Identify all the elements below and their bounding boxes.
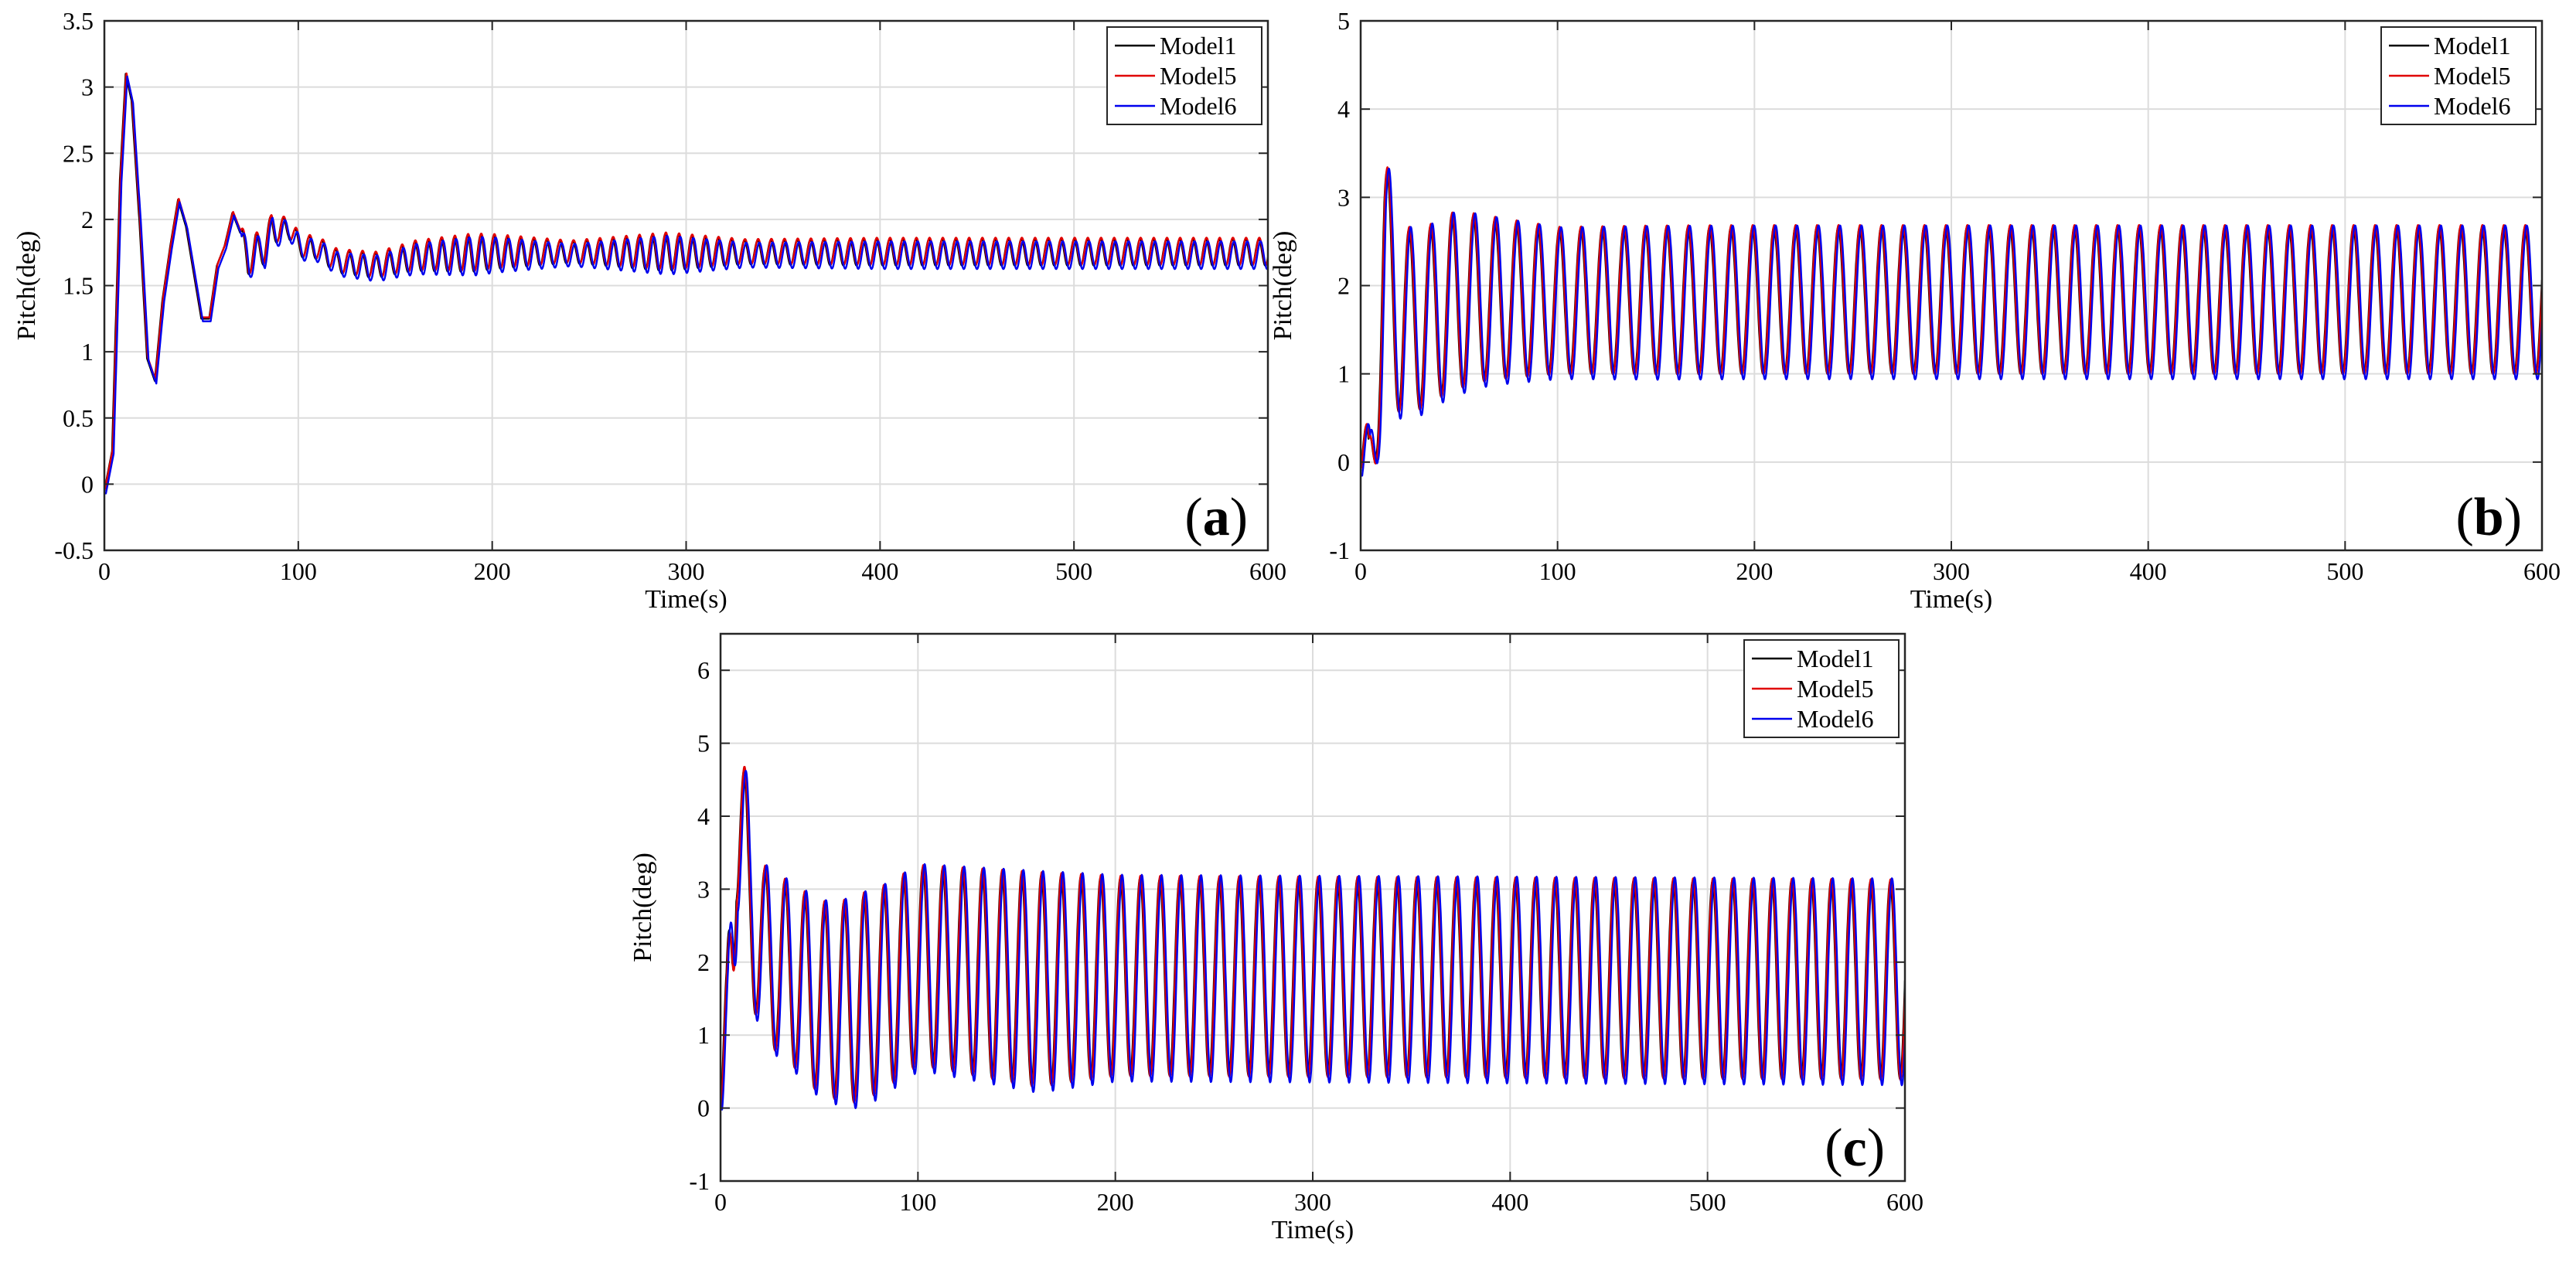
y-tick-label: 4 [697,802,710,830]
series-line-model5 [1361,166,2542,470]
y-tick-label: 3.5 [63,7,94,35]
panel-label-part: a [1203,488,1230,547]
x-tick-label: 100 [1539,557,1576,585]
y-tick-label: -0.5 [54,536,94,564]
legend-label-model6: Model6 [1160,92,1237,120]
legend-label-model1: Model1 [2434,32,2511,60]
y-tick-label: 1 [81,338,94,366]
legend-label-model5: Model5 [1797,675,1874,703]
legend-label-model5: Model5 [1160,62,1237,90]
x-tick-label: 0 [1354,557,1367,585]
y-tick-label: 5 [697,730,710,757]
y-tick-label: 2.5 [63,139,94,167]
series-line-model6 [104,75,1268,495]
y-axis-label: Pitch(deg) [1269,231,1297,341]
x-axis-label: Time(s) [1272,1216,1354,1244]
panel-label: (b) [2455,488,2522,547]
panel-label-part: ) [2504,488,2522,547]
y-tick-label: 1 [697,1021,710,1049]
y-tick-label: 2 [1337,272,1350,300]
x-tick-label: 400 [1491,1188,1528,1216]
x-tick-label: 300 [1294,1188,1331,1216]
panel-label-part: ( [1825,1118,1842,1178]
y-tick-label: -1 [689,1167,710,1195]
x-tick-label: 600 [1249,557,1286,585]
y-axis-label: Pitch(deg) [629,853,657,962]
panel-label-part: ) [1230,488,1248,547]
panel-label-part: ( [1184,488,1202,547]
x-tick-label: 500 [1055,557,1092,585]
x-tick-label: 400 [861,557,898,585]
legend-label-model1: Model1 [1160,32,1237,60]
x-tick-label: 300 [1933,557,1970,585]
panel-label-part: ( [2455,488,2473,547]
legend-label-model5: Model5 [2434,62,2511,90]
y-tick-label: 1 [1337,360,1350,388]
x-tick-label: 600 [1886,1188,1923,1216]
x-axis-label: Time(s) [645,585,727,614]
x-tick-label: 0 [714,1188,727,1216]
legend-label-model6: Model6 [1797,705,1874,733]
legend-label-model1: Model1 [1797,645,1874,672]
y-tick-label: 6 [697,656,710,684]
y-tick-label: 0.5 [63,404,94,432]
x-tick-label: 0 [98,557,111,585]
y-tick-label: -1 [1329,536,1350,564]
x-tick-label: 100 [280,557,317,585]
chart-panel-a: 0 100 200 300 400 500 600-0.500.511.522.533.5T… [12,7,1286,614]
y-tick-label: 0 [1337,448,1350,476]
y-tick-label: 3 [697,875,710,903]
x-tick-label: 100 [899,1188,936,1216]
panel-label-part: c [1843,1118,1867,1178]
series-line-model6 [721,770,1905,1111]
chart-panel-c: 0 100 200 300 400 500 600-10123456Time(s)Pitch… [629,632,1923,1244]
x-tick-label: 200 [1097,1188,1134,1216]
series-line-model5 [721,765,1905,1108]
panel-label: (c) [1825,1118,1885,1178]
y-tick-label: 0 [81,470,94,498]
y-tick-label: 2 [81,206,94,233]
panel-label: (a) [1184,488,1248,547]
x-tick-label: 400 [2130,557,2167,585]
chart-panel-b: 0 100 200 300 400 500 600-1012345Time(s)Pitch(… [1269,7,2561,614]
x-tick-label: 600 [2523,557,2561,585]
y-axis-label: Pitch(deg) [12,231,41,341]
y-tick-label: 4 [1337,95,1350,123]
y-tick-label: 0 [697,1094,710,1122]
panel-label-part: b [2474,488,2504,547]
x-tick-label: 500 [1689,1188,1726,1216]
y-tick-label: 3 [81,73,94,101]
y-tick-label: 2 [697,948,710,976]
y-tick-label: 1.5 [63,272,94,300]
legend-label-model6: Model6 [2434,92,2511,120]
series-line-model6 [1361,168,2542,477]
panel-label-part: ) [1867,1118,1885,1178]
x-tick-label: 200 [1736,557,1773,585]
x-tick-label: 200 [474,557,511,585]
x-tick-label: 500 [2326,557,2363,585]
x-tick-label: 300 [668,557,705,585]
x-axis-label: Time(s) [1910,585,1992,614]
y-tick-label: 3 [1337,183,1350,211]
y-tick-label: 5 [1337,7,1350,35]
